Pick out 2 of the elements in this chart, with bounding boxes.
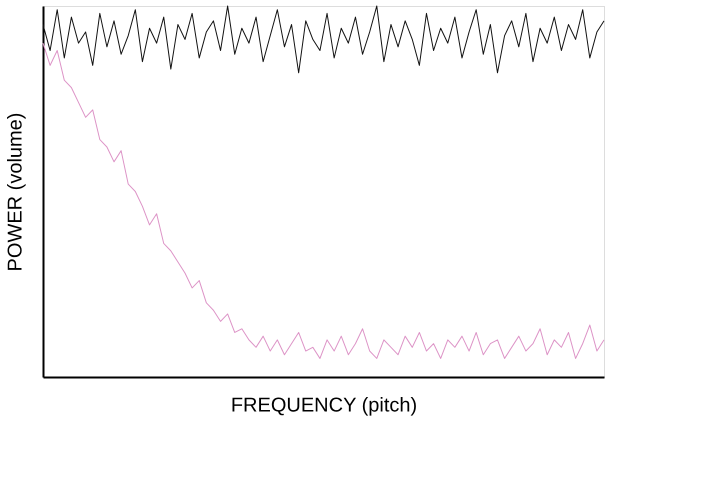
x-axis-title: FREQUENCY (pitch) <box>230 394 418 416</box>
y-axis-title: POWER (volume) <box>4 112 26 272</box>
